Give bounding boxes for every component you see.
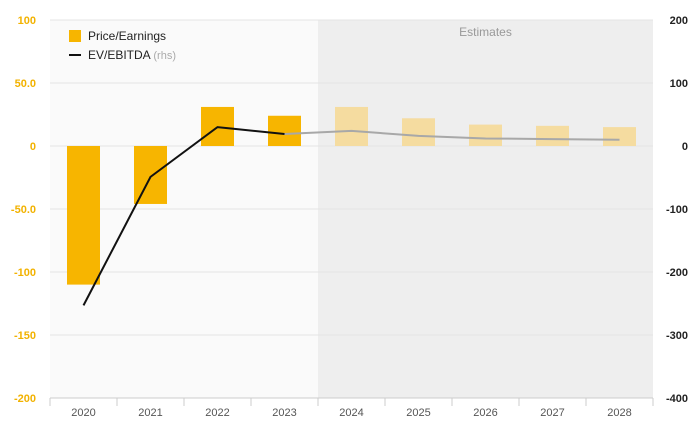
price-earnings-bars [67,106,636,285]
right-tick-label: -100 [666,204,688,216]
legend-label-ev-ebitda: EV/EBITDA (rhs) [88,48,176,62]
right-tick-label: 200 [670,15,688,27]
legend-swatch-price-earnings [69,30,81,42]
ev-ebitda-line-actual [82,126,285,306]
bar-price-earnings-2026 [469,124,502,146]
left-tick-label: -200 [14,393,36,405]
x-tick-label: 2028 [607,407,631,419]
bar-price-earnings-2027 [536,125,569,146]
legend: Price/Earnings EV/EBITDA (rhs) [69,29,176,62]
left-axis: 100 50.0 0 -50.0 -100 -150 -200 [11,15,36,405]
right-tick-label: -300 [666,330,688,342]
x-axis: 2020 2021 2022 2023 2024 2025 2026 2027 2028 [49,397,654,419]
bar-price-earnings-2024 [335,106,368,146]
bar-price-earnings-2021 [134,146,167,204]
bar-price-earnings-2028 [603,127,636,146]
bar-price-earnings-2023 [268,115,301,146]
x-tick-label: 2020 [71,407,95,419]
legend-rhs-note: (rhs) [153,50,176,62]
x-tick-label: 2022 [205,407,229,419]
legend-label-price-earnings: Price/Earnings [88,29,166,43]
bar-price-earnings-2020 [67,146,100,285]
right-axis: 200 100 0 -100 -200 -300 -400 [666,15,688,405]
x-tick-label: 2027 [540,407,564,419]
left-tick-label: -50.0 [11,204,36,216]
estimates-label: Estimates [459,25,512,39]
x-tick-label: 2023 [272,407,296,419]
x-tick-label: 2025 [406,407,430,419]
left-tick-label: 100 [18,15,36,27]
right-tick-label: 0 [682,141,688,153]
x-tick-label: 2024 [339,407,363,419]
right-tick-label: -400 [666,393,688,405]
left-tick-label: 0 [30,141,36,153]
ev-ebitda-line [82,126,620,306]
left-tick-label: -100 [14,267,36,279]
ev-ebitda-line-estimate [284,129,620,141]
left-tick-label: -150 [14,330,36,342]
x-tick-label: 2021 [138,407,162,419]
x-tick-label: 2026 [473,407,497,419]
right-tick-label: 100 [670,78,688,90]
bar-price-earnings-2025 [402,118,435,146]
left-tick-label: 50.0 [15,78,36,90]
right-tick-label: -200 [666,267,688,279]
